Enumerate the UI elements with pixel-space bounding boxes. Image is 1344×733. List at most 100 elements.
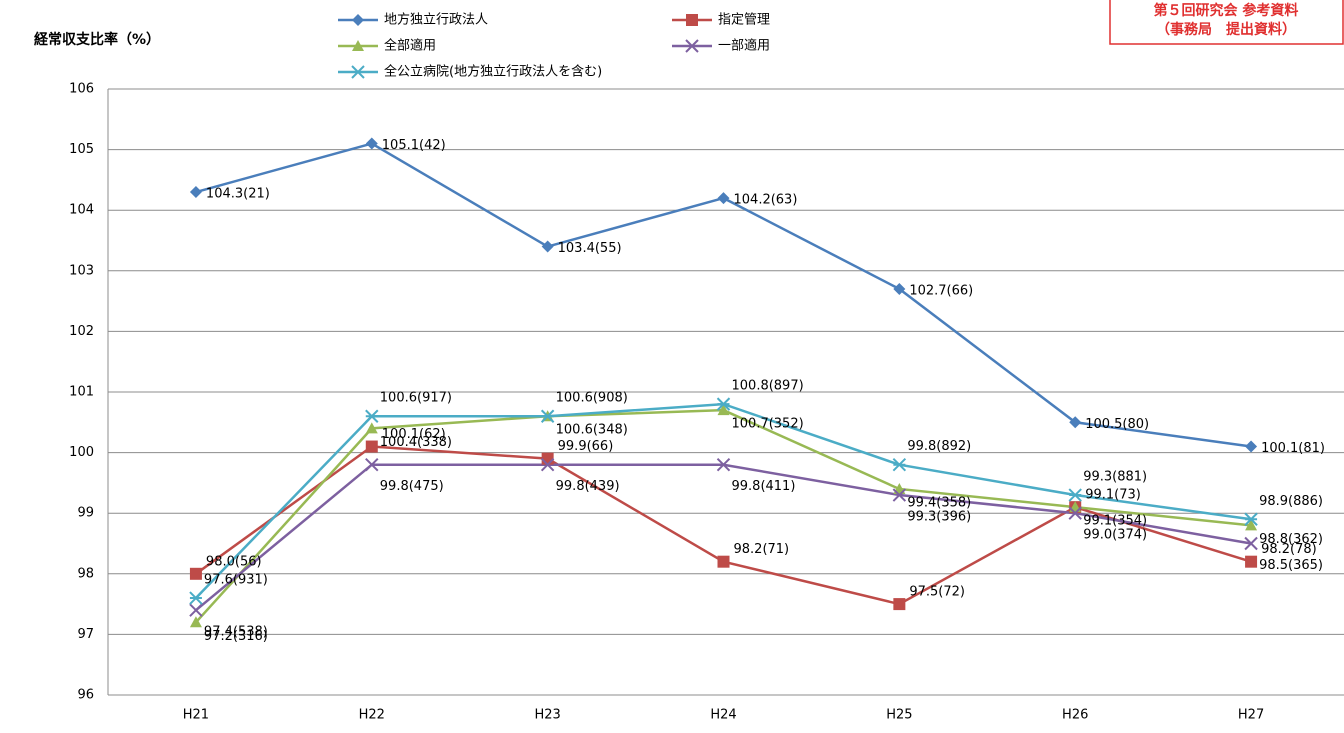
x-tick-label: H23 [534, 708, 560, 723]
legend-label: 指定管理 [718, 13, 770, 28]
y-axis-label: 経常収支比率（%） [34, 31, 160, 48]
data-label: 100.6(348) [556, 423, 628, 438]
data-point [892, 488, 907, 502]
data-point [893, 282, 906, 295]
y-tick-label: 99 [77, 506, 94, 521]
data-label: 105.1(42) [382, 138, 446, 153]
data-point [717, 192, 730, 205]
y-tick-label: 102 [69, 324, 94, 339]
data-label: 98.2(71) [734, 542, 790, 557]
data-point [1068, 506, 1082, 520]
legend-label: 地方独立行政法人 [384, 12, 488, 28]
data-point [541, 452, 554, 465]
note-line: （事務局 提出資料） [1156, 21, 1296, 38]
data-point [189, 603, 203, 617]
y-tick-label: 96 [77, 688, 94, 703]
data-point [189, 591, 203, 605]
legend-label: 全公立病院(地方独立行政法人を含む) [384, 64, 602, 80]
data-label: 99.1(354) [1083, 514, 1147, 529]
data-point [1245, 555, 1258, 568]
x-tick-label: H22 [359, 708, 385, 723]
data-label: 98.2(78) [1261, 542, 1317, 557]
x-tick-label: H24 [710, 708, 736, 723]
data-point [365, 458, 379, 472]
data-point [365, 137, 378, 150]
data-label: 99.9(66) [558, 439, 614, 454]
x-tick-label: H25 [886, 708, 912, 723]
data-point [189, 616, 202, 628]
data-label: 99.3(396) [907, 510, 971, 525]
data-point [716, 458, 731, 472]
data-label: 102.7(66) [909, 283, 973, 298]
data-label: 99.1(73) [1085, 488, 1141, 503]
data-point [540, 458, 555, 472]
legend-marker [686, 14, 698, 26]
note-line: 第５回研究会 参考資料 [1154, 2, 1299, 19]
data-label: 100.8(897) [732, 379, 804, 394]
data-point [892, 458, 907, 472]
x-tick-label: H26 [1062, 708, 1088, 723]
data-point [189, 567, 202, 580]
data-label: 99.0(374) [1083, 528, 1147, 543]
data-point [1068, 488, 1082, 502]
data-label: 98.9(886) [1259, 494, 1323, 509]
legend-label: 一部適用 [718, 38, 770, 54]
x-tick-label: H21 [183, 708, 209, 723]
data-point [1244, 536, 1258, 551]
data-label: 99.8(475) [380, 479, 444, 494]
y-tick-label: 105 [69, 142, 94, 157]
data-label: 99.8(892) [907, 439, 971, 454]
data-label: 97.5(72) [909, 585, 965, 600]
data-label: 100.4(338) [380, 435, 452, 450]
data-point [365, 409, 379, 423]
data-label: 100.6(917) [380, 391, 452, 406]
data-label: 100.5(80) [1085, 417, 1149, 432]
data-point [1244, 512, 1258, 526]
y-tick-label: 103 [69, 263, 94, 278]
y-tick-label: 104 [69, 203, 94, 218]
data-point [1069, 416, 1082, 429]
legend-marker [685, 39, 699, 53]
data-point [717, 555, 730, 568]
legend-marker [351, 65, 365, 79]
data-label: 100.6(908) [556, 391, 628, 406]
y-tick-label: 98 [77, 566, 94, 581]
x-tick-label: H27 [1238, 708, 1264, 723]
data-label: 104.3(21) [206, 187, 270, 202]
data-label: 103.4(55) [558, 241, 622, 256]
data-point [1245, 519, 1258, 531]
y-tick-label: 97 [77, 627, 94, 642]
y-tick-label: 100 [69, 445, 94, 460]
data-label: 100.1(62) [382, 427, 446, 442]
data-label: 100.1(81) [1261, 441, 1325, 456]
note-box [1109, 0, 1344, 45]
data-point [717, 404, 730, 416]
data-label: 97.4(538) [204, 625, 268, 640]
data-label: 98.0(56) [206, 554, 262, 569]
data-label: 97.6(931) [204, 573, 268, 588]
data-label: 99.8(439) [556, 479, 620, 494]
data-label: 104.2(63) [734, 193, 798, 208]
legend-marker [352, 14, 364, 26]
y-tick-label: 101 [69, 385, 94, 400]
data-point [716, 397, 731, 411]
data-label: 99.4(358) [907, 495, 971, 510]
series-line [195, 142, 1252, 448]
data-point [365, 440, 378, 453]
legend-label: 全部適用 [384, 38, 436, 54]
data-label: 98.5(365) [1259, 558, 1323, 573]
data-label: 99.8(411) [732, 479, 796, 494]
data-point [189, 186, 202, 199]
data-point [1245, 440, 1258, 453]
y-tick-label: 106 [69, 82, 94, 97]
legend-marker [352, 40, 364, 51]
data-label: 98.8(362) [1259, 532, 1323, 547]
data-label: 99.3(881) [1083, 470, 1147, 485]
data-point [893, 598, 906, 611]
data-point [365, 422, 378, 434]
data-point [541, 240, 554, 253]
data-label: 100.7(352) [732, 417, 804, 432]
data-label: 97.2(316) [204, 629, 268, 644]
data-point [540, 409, 555, 423]
